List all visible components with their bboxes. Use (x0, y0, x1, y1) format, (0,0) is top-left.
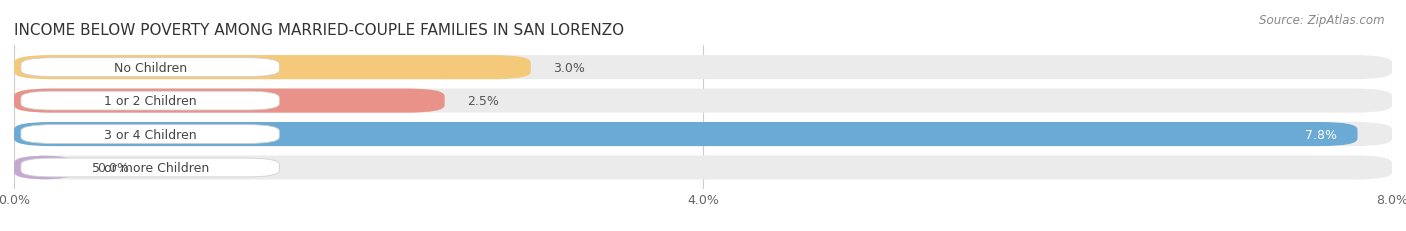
FancyBboxPatch shape (14, 122, 1392, 146)
Text: Source: ZipAtlas.com: Source: ZipAtlas.com (1260, 14, 1385, 27)
Text: 5 or more Children: 5 or more Children (91, 161, 208, 174)
FancyBboxPatch shape (14, 122, 1358, 146)
Text: 1 or 2 Children: 1 or 2 Children (104, 95, 197, 108)
FancyBboxPatch shape (14, 56, 531, 80)
Text: INCOME BELOW POVERTY AMONG MARRIED-COUPLE FAMILIES IN SAN LORENZO: INCOME BELOW POVERTY AMONG MARRIED-COUPL… (14, 23, 624, 38)
Text: 7.8%: 7.8% (1305, 128, 1337, 141)
Text: 3 or 4 Children: 3 or 4 Children (104, 128, 197, 141)
FancyBboxPatch shape (14, 89, 1392, 113)
Text: No Children: No Children (114, 61, 187, 74)
FancyBboxPatch shape (14, 156, 1392, 180)
FancyBboxPatch shape (21, 92, 280, 110)
FancyBboxPatch shape (14, 156, 75, 180)
FancyBboxPatch shape (21, 158, 280, 177)
Text: 0.0%: 0.0% (97, 161, 129, 174)
FancyBboxPatch shape (21, 125, 280, 144)
FancyBboxPatch shape (14, 56, 1392, 80)
FancyBboxPatch shape (21, 58, 280, 77)
Text: 2.5%: 2.5% (467, 95, 499, 108)
FancyBboxPatch shape (14, 89, 444, 113)
Text: 3.0%: 3.0% (553, 61, 585, 74)
